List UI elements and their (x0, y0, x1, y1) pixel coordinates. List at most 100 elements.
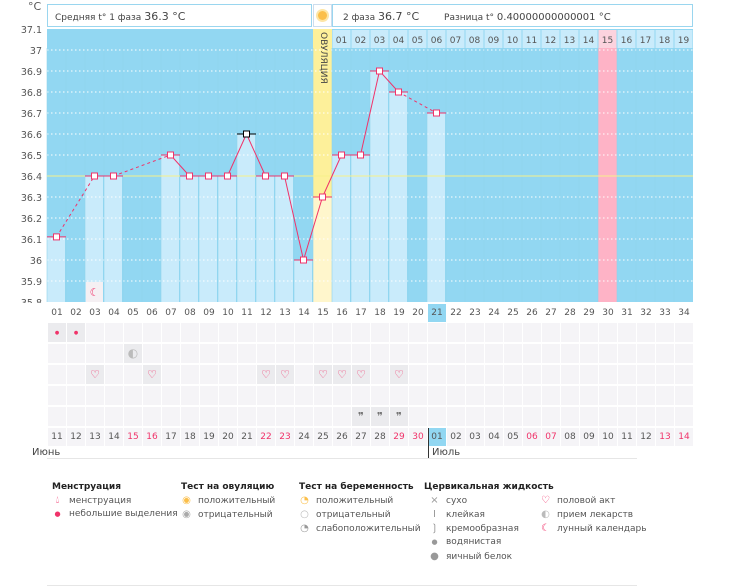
calendar-date-cell: 10 (599, 428, 617, 446)
empty-row-cell (181, 386, 199, 405)
creamy-row-cell (485, 407, 503, 426)
heart-icon: ♡ (541, 495, 550, 506)
cycle-day-cell: 25 (504, 304, 522, 322)
y-tick-label: 37 (30, 46, 42, 57)
medication-row-cell (637, 344, 655, 363)
medication-row-cell (485, 344, 503, 363)
legend-item: ☾ лунный календарь (541, 523, 647, 534)
temperature-bar (47, 236, 65, 302)
creamy-row-cell (428, 407, 446, 426)
calendar-date-cell: 03 (466, 428, 484, 446)
cycle-day-cell: 30 (599, 304, 617, 322)
luteal-day-label: 05 (412, 36, 423, 46)
calendar-date-cell: 20 (219, 428, 237, 446)
luteal-day-cell (427, 30, 446, 48)
y-tick-label: 36.2 (21, 214, 42, 225)
luteal-day-label: 09 (488, 36, 500, 46)
creamy-row-cell (219, 407, 237, 426)
menstruation-row-cell (390, 323, 408, 342)
luteal-day-cell (332, 30, 351, 48)
cycle-day-cell: 09 (200, 304, 218, 322)
menstruation-row-cell: ● (67, 323, 85, 342)
calendar-date-cell: 17 (162, 428, 180, 446)
intercourse-row-cell (485, 365, 503, 384)
empty-row-cell (504, 386, 522, 405)
ovulation-label: ОВУЛЯЦИЯ (318, 32, 328, 84)
luteal-day-cell (560, 30, 579, 48)
menstruation-row-cell (333, 323, 351, 342)
intercourse-row-cell: ♡ (314, 365, 332, 384)
intercourse-row-cell (447, 365, 465, 384)
moon-icon: ☾ (90, 286, 100, 299)
creamy-row-cell (67, 407, 85, 426)
cycle-day-cell: 10 (219, 304, 237, 322)
bottom-divider (47, 585, 637, 586)
medication-row-cell (656, 344, 674, 363)
ovulation-positive-icon: ◉ (182, 495, 191, 506)
expected-period-column (598, 48, 617, 302)
menstruation-row-cell (542, 323, 560, 342)
medication-row-cell (523, 344, 541, 363)
intercourse-row-cell (504, 365, 522, 384)
luteal-day-label: 04 (393, 36, 405, 46)
cycle-day-cell: 34 (675, 304, 693, 322)
calendar-date-cell: 05 (504, 428, 522, 446)
menstruation-row-cell (599, 323, 617, 342)
dry-icon: × (430, 495, 439, 506)
temperature-bar (389, 92, 407, 302)
intercourse-row-cell (599, 365, 617, 384)
cycle-day-cell: 07 (162, 304, 180, 322)
calendar-date-cell: 01 (428, 428, 446, 446)
intercourse-row-cell (618, 365, 636, 384)
temperature-point (167, 151, 174, 159)
calendar-date-cell: 25 (314, 428, 332, 446)
calendar-date-cell: 27 (352, 428, 370, 446)
menstruation-row-cell (276, 323, 294, 342)
intercourse-row-cell (523, 365, 541, 384)
temperature-bar (180, 176, 198, 302)
heart-icon: ♡ (147, 368, 157, 381)
creamy-row-cell (143, 407, 161, 426)
month-divider (428, 428, 429, 458)
intercourse-row-cell (181, 365, 199, 384)
temperature-bar (332, 155, 350, 302)
cycle-day-cell: 24 (485, 304, 503, 322)
cycle-day-cell: 18 (371, 304, 389, 322)
empty-row-cell (580, 386, 598, 405)
calendar-date-cell: 13 (86, 428, 104, 446)
heart-icon: ♡ (261, 368, 271, 381)
creamy-row-cell (105, 407, 123, 426)
intercourse-row-cell (124, 365, 142, 384)
y-tick-label: 36.9 (21, 67, 42, 78)
empty-row-cell (295, 386, 313, 405)
menstruation-row-cell (219, 323, 237, 342)
menstruation-row-cell (504, 323, 522, 342)
creamy-row-cell: ❞ (371, 407, 389, 426)
luteal-day-cell (465, 30, 484, 48)
calendar-date-cell: 19 (200, 428, 218, 446)
temperature-chart: 01 02 03 04 05 06 07 08 09 10 11 12 13 14 15 16 17 18 19 37… (21, 25, 693, 303)
intercourse-row-cell (656, 365, 674, 384)
legend-item: ◐ прием лекарств (541, 509, 634, 520)
legend-item: ❳ кремообразная (430, 523, 519, 534)
luteal-day-label: 10 (507, 36, 519, 46)
intercourse-row-cell (561, 365, 579, 384)
watery-icon: ● (431, 538, 438, 546)
legend-item: ◔ слабоположительный (300, 523, 421, 534)
divider (47, 458, 637, 459)
diff-value: 0.40000000000001 °C (496, 12, 611, 23)
temperature-point (243, 130, 250, 138)
creamy-icon: ❳ (430, 523, 439, 534)
temperature-point (262, 172, 269, 180)
menstruation-row-cell (143, 323, 161, 342)
cycle-day-cell: 06 (143, 304, 161, 322)
medication-row-cell (162, 344, 180, 363)
calendar-date-cell: 21 (238, 428, 256, 446)
luteal-day-label: 15 (602, 36, 613, 46)
temperature-bar (161, 155, 179, 302)
intercourse-row-cell (409, 365, 427, 384)
phase2-label: 2 фаза (343, 13, 376, 23)
medication-row-cell (504, 344, 522, 363)
creamy-row-cell: ❞ (390, 407, 408, 426)
